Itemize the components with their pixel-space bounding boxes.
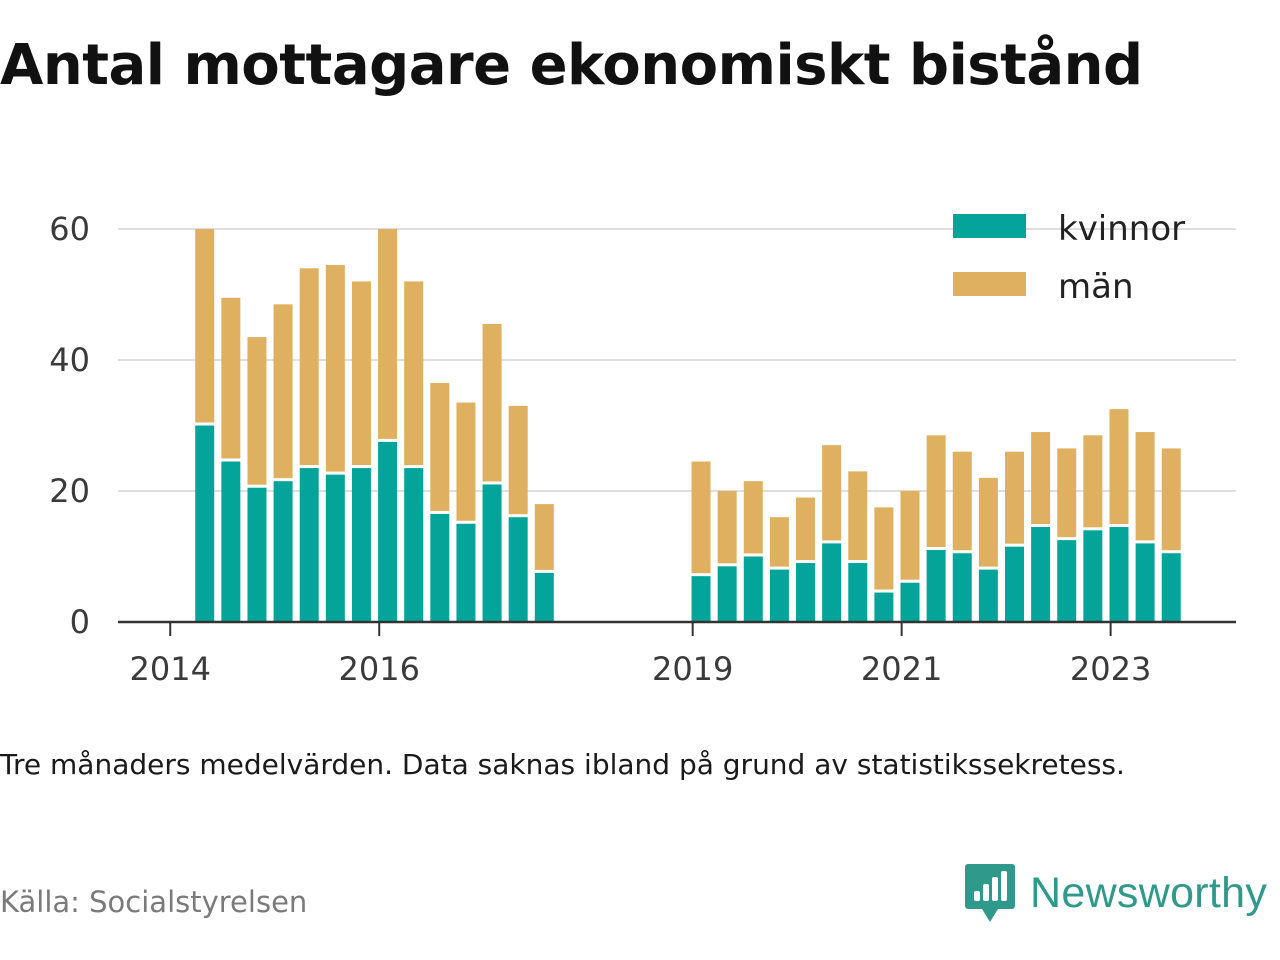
x-tick-label: 2014 [130,650,211,688]
bar-kvinnor [1031,527,1051,622]
source-credit: Källa: Socialstyrelsen [0,885,308,919]
bar-man [1135,432,1155,541]
bar-kvinnor [874,592,894,622]
legend-swatch-kvinnor [953,214,1026,238]
bar-man [534,504,554,570]
bar-man [299,268,319,466]
x-tick-label: 2019 [652,650,733,688]
bar-man [351,281,371,466]
x-tick-label: 2016 [338,650,419,688]
bar-man [874,507,894,590]
bar-kvinnor [273,481,293,622]
bar-man [822,445,842,541]
bar-kvinnor [900,582,920,622]
bar-man [926,435,946,547]
bar-kvinnor [378,441,398,622]
bar-kvinnor [1109,527,1129,622]
bar-kvinnor [691,576,711,622]
bar-man [1057,448,1077,538]
bar-kvinnor [221,461,241,622]
x-tick-label: 2023 [1070,650,1151,688]
bar-man [769,517,789,567]
bar-kvinnor [1083,530,1103,622]
legend-label-man: män [1058,267,1134,307]
bar-kvinnor [1135,543,1155,622]
bar-man [1031,432,1051,525]
bar-kvinnor [534,572,554,622]
bar-man [456,402,476,521]
bar-man [482,323,502,482]
bar-kvinnor [482,484,502,622]
legend-swatch-man [953,272,1026,296]
bar-kvinnor [743,556,763,622]
bar-man [273,304,293,479]
bar-man [195,229,215,423]
y-tick-label: 0 [70,603,90,641]
bar-man [508,405,528,515]
bar-man [978,477,998,567]
brand-name: Newsworthy [1030,868,1268,917]
bar-man [1004,451,1024,544]
bar-kvinnor [717,566,737,622]
chart-canvas: 0 20 40 60 2014 2016 2019 2021 2023 kvinnor män [49,209,1236,688]
newsworthy-logo-icon [965,864,1015,922]
bar-man [221,297,241,459]
bar-man [743,481,763,554]
y-tick-label: 40 [49,341,90,379]
bar-man [378,229,398,439]
chart-note: Tre månaders medelvärden. Data saknas ib… [0,748,1125,781]
bar-kvinnor [325,474,345,622]
y-tick-label: 20 [49,472,90,510]
chart-title: Antal mottagare ekonomiskt bistånd [0,33,1143,98]
legend-label-kvinnor: kvinnor [1058,209,1185,249]
bar-man [404,281,424,466]
bar-kvinnor [1161,553,1181,622]
bar-man [796,497,816,561]
bar-man [1083,435,1103,528]
bar-kvinnor [1004,546,1024,622]
bar-kvinnor [247,487,267,622]
bar-kvinnor [508,517,528,622]
bar-man [1161,448,1181,551]
bar-kvinnor [926,549,946,622]
y-tick-label: 60 [49,210,90,248]
bar-man [430,382,450,511]
bar-kvinnor [299,468,319,622]
bar-kvinnor [952,553,972,622]
bar-kvinnor [978,569,998,622]
bar-kvinnor [430,513,450,622]
bar-kvinnor [456,523,476,622]
newsworthy-brand: Newsworthy [964,862,1267,924]
x-tick-label: 2021 [861,650,942,688]
bar-man [717,491,737,564]
bar-man [952,451,972,551]
bar-kvinnor [404,468,424,622]
bar-man [325,265,345,472]
x-axis: 2014 2016 2019 2021 2023 [118,620,1236,688]
bar-man [900,491,920,580]
bar-man [848,471,868,561]
bar-kvinnor [796,563,816,622]
bar-kvinnor [848,563,868,622]
bar-man [691,461,711,574]
bar-man [247,337,267,485]
bar-kvinnor [1057,540,1077,622]
y-axis-tick-labels: 0 20 40 60 [49,210,90,641]
bar-kvinnor [769,569,789,622]
bar-series [195,229,1181,622]
bar-kvinnor [351,468,371,622]
bar-man [1109,409,1129,525]
bar-kvinnor [195,425,215,622]
legend: kvinnor män [953,209,1185,307]
bar-kvinnor [822,543,842,622]
